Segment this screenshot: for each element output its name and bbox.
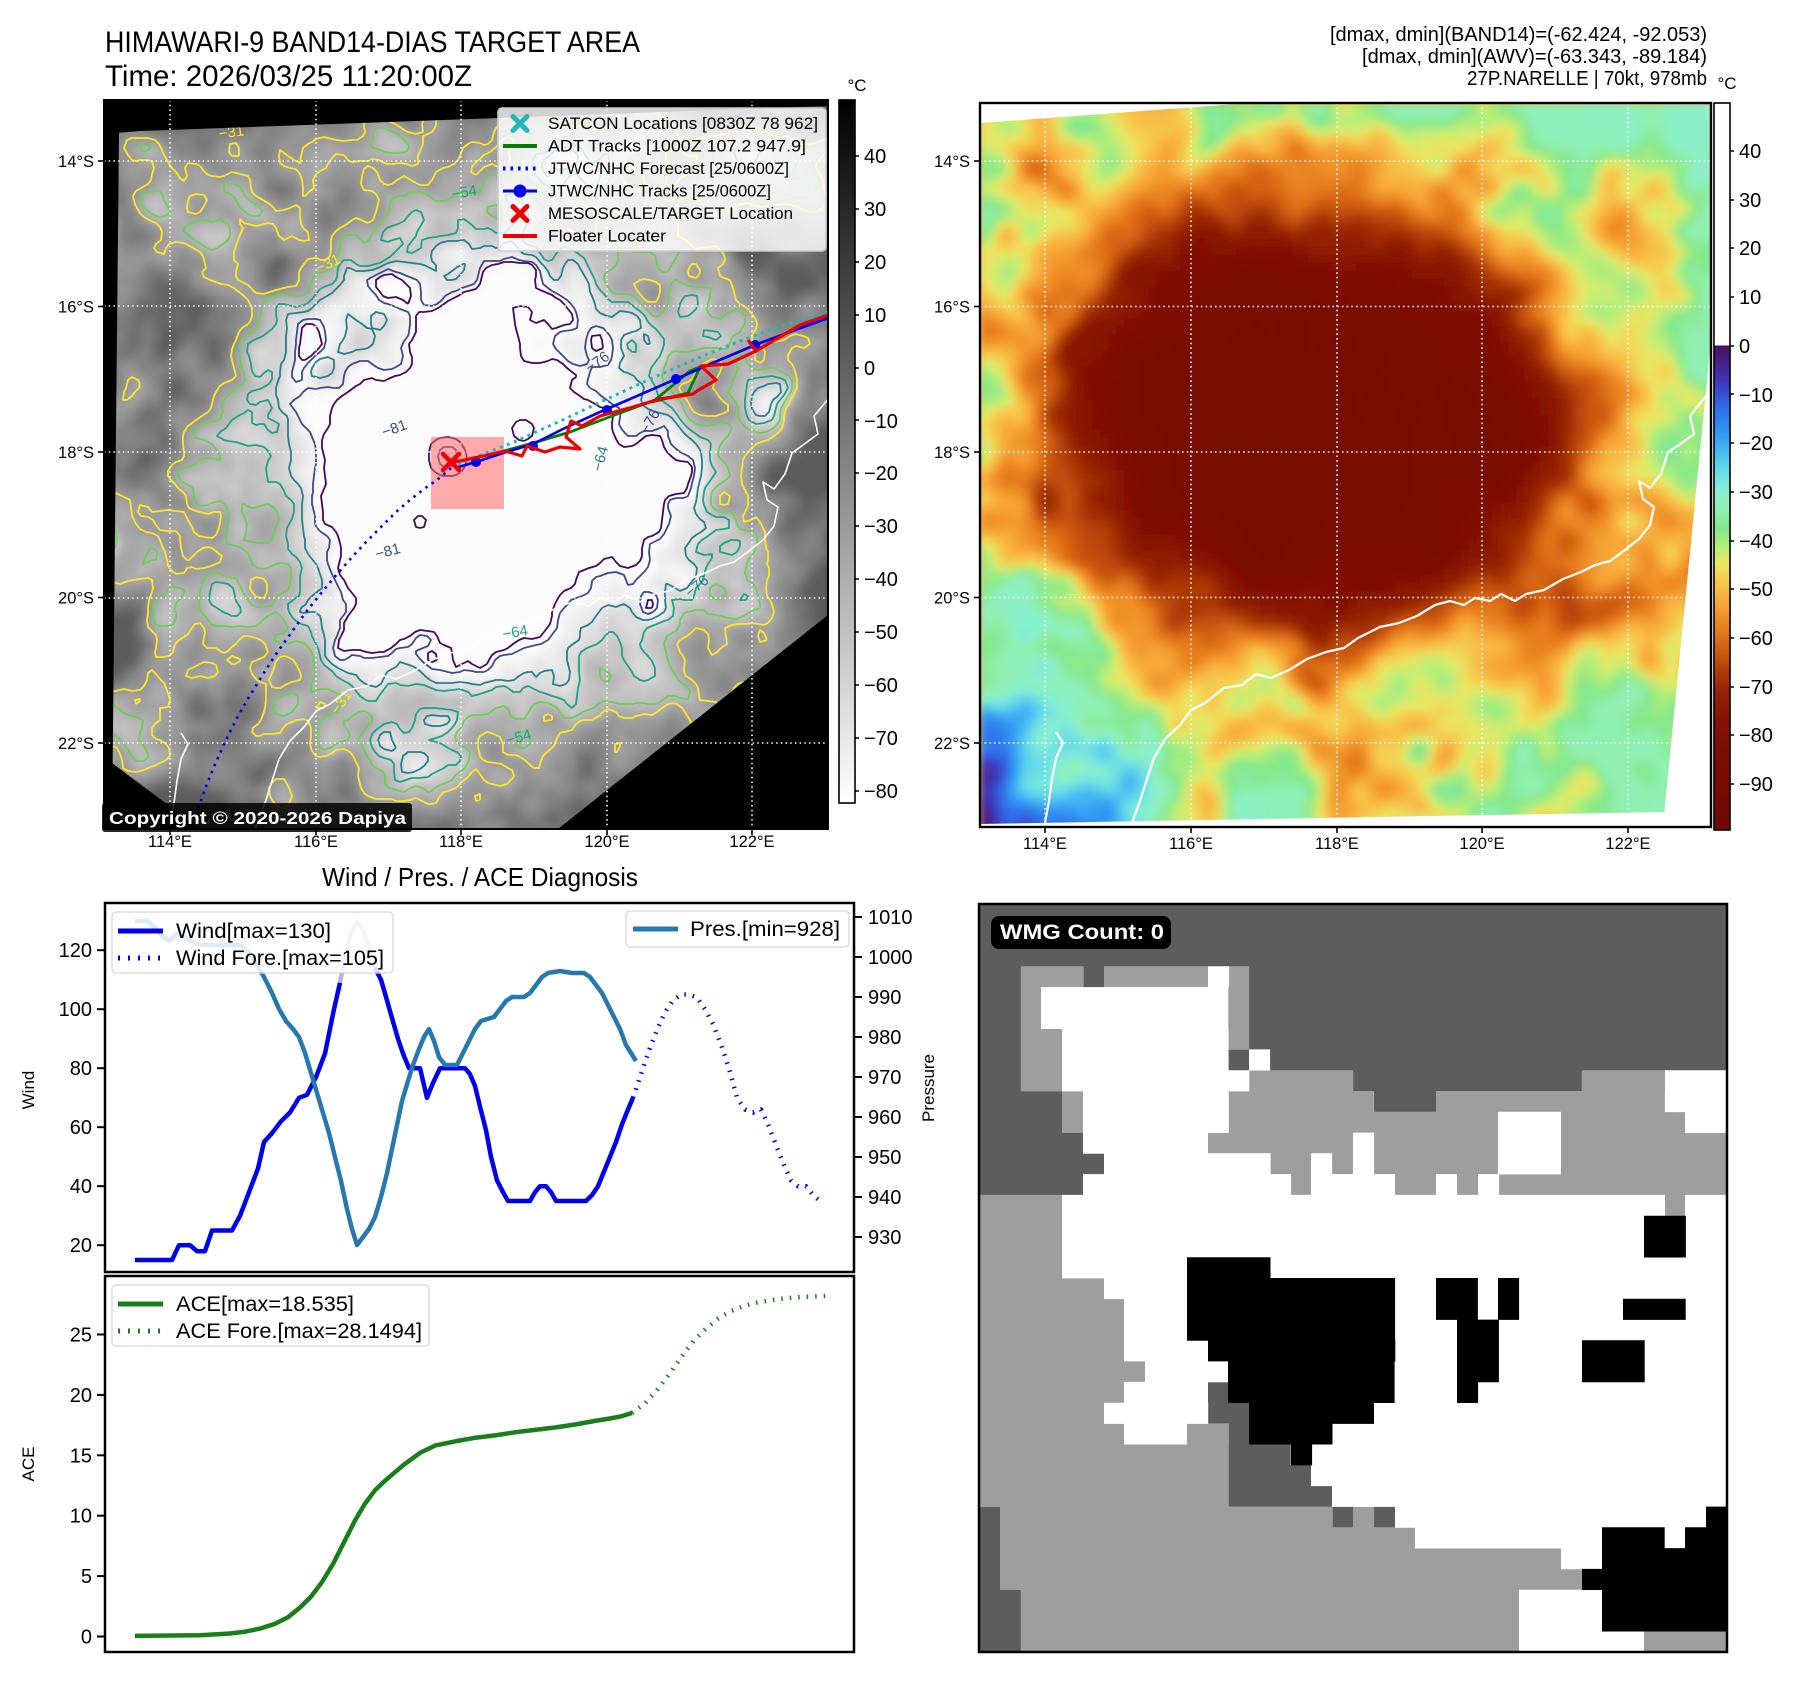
svg-text:Wind Fore.[max=105]: Wind Fore.[max=105] xyxy=(176,947,384,970)
svg-text:10: 10 xyxy=(864,305,886,327)
svg-text:100: 100 xyxy=(59,999,92,1021)
svg-text:14°S: 14°S xyxy=(934,153,970,171)
svg-text:114°E: 114°E xyxy=(1023,835,1067,853)
svg-text:−20: −20 xyxy=(864,463,898,485)
svg-text:990: 990 xyxy=(868,987,901,1009)
svg-text:−81: −81 xyxy=(373,540,402,563)
svg-text:116°E: 116°E xyxy=(294,833,338,851)
svg-text:980: 980 xyxy=(868,1027,901,1049)
svg-text:1000: 1000 xyxy=(868,947,913,969)
svg-text:22°S: 22°S xyxy=(934,735,970,753)
svg-text:20: 20 xyxy=(864,252,886,274)
svg-text:950: 950 xyxy=(868,1147,901,1169)
svg-text:970: 970 xyxy=(868,1067,901,1089)
svg-text:−40: −40 xyxy=(1739,531,1773,553)
svg-text:ACE Fore.[max=28.1494]: ACE Fore.[max=28.1494] xyxy=(176,1320,422,1343)
svg-text:960: 960 xyxy=(868,1107,901,1129)
svg-text:25: 25 xyxy=(70,1325,92,1347)
svg-text:Wind: Wind xyxy=(19,1071,38,1110)
svg-text:−70: −70 xyxy=(1739,677,1773,699)
svg-text:930: 930 xyxy=(868,1227,901,1249)
svg-text:HIMAWARI-9 BAND14-DIAS TARGET: HIMAWARI-9 BAND14-DIAS TARGET AREA xyxy=(105,26,640,59)
svg-text:−70: −70 xyxy=(864,728,898,750)
svg-text:0: 0 xyxy=(864,358,875,380)
svg-text:−50: −50 xyxy=(1739,579,1773,601)
svg-text:−80: −80 xyxy=(864,781,898,803)
svg-text:MESOSCALE/TARGET Location: MESOSCALE/TARGET Location xyxy=(548,205,793,223)
svg-text:Wind / Pres. / ACE Diagnosis: Wind / Pres. / ACE Diagnosis xyxy=(322,862,638,892)
svg-text:−54: −54 xyxy=(504,726,533,749)
svg-text:−40: −40 xyxy=(864,569,898,591)
svg-text:−20: −20 xyxy=(1739,433,1773,455)
svg-text:60: 60 xyxy=(70,1117,92,1139)
svg-text:30: 30 xyxy=(1739,190,1761,212)
svg-text:−60: −60 xyxy=(1739,628,1773,650)
svg-text:20°S: 20°S xyxy=(934,590,970,608)
svg-text:120: 120 xyxy=(59,940,92,962)
svg-text:40: 40 xyxy=(864,146,886,168)
svg-text:−10: −10 xyxy=(1739,385,1773,407)
svg-text:118°E: 118°E xyxy=(1315,835,1359,853)
svg-text:−80: −80 xyxy=(1739,725,1773,747)
svg-text:122°E: 122°E xyxy=(729,833,774,851)
svg-text:940: 940 xyxy=(868,1187,901,1209)
svg-text:20: 20 xyxy=(70,1235,92,1257)
svg-text:18°S: 18°S xyxy=(934,444,970,462)
svg-text:−50: −50 xyxy=(864,622,898,644)
svg-text:20: 20 xyxy=(1739,238,1761,260)
svg-text:−10: −10 xyxy=(864,411,898,433)
svg-text:118°E: 118°E xyxy=(439,833,483,851)
svg-text:Copyright © 2020-2026 Dapiya: Copyright © 2020-2026 Dapiya xyxy=(109,808,406,828)
svg-text:10: 10 xyxy=(1739,287,1761,309)
svg-text:18°S: 18°S xyxy=(58,444,94,462)
svg-text:JTWC/NHC Forecast [25/0600Z]: JTWC/NHC Forecast [25/0600Z] xyxy=(548,160,789,178)
svg-text:40: 40 xyxy=(1739,141,1761,163)
svg-text:16°S: 16°S xyxy=(58,299,94,317)
svg-text:114°E: 114°E xyxy=(148,833,192,851)
svg-text:SATCON Locations [0830Z 78 962: SATCON Locations [0830Z 78 962] xyxy=(548,115,818,133)
svg-text:WMG Count: 0: WMG Count: 0 xyxy=(1000,921,1164,944)
svg-text:40: 40 xyxy=(70,1176,92,1198)
svg-text:20: 20 xyxy=(70,1385,92,1407)
svg-text:Pres.[min=928]: Pres.[min=928] xyxy=(690,918,840,941)
svg-text:Time: 2026/03/25 11:20:00Z: Time: 2026/03/25 11:20:00Z xyxy=(105,60,472,93)
svg-text:JTWC/NHC Tracks [25/0600Z]: JTWC/NHC Tracks [25/0600Z] xyxy=(548,183,771,201)
svg-text:[dmax, dmin](BAND14)=(-62.424,: [dmax, dmin](BAND14)=(-62.424, -92.053) xyxy=(1330,24,1707,46)
svg-text:Wind[max=130]: Wind[max=130] xyxy=(176,920,331,943)
svg-text:0: 0 xyxy=(1739,336,1750,358)
svg-text:14°S: 14°S xyxy=(58,153,94,171)
svg-text:ACE: ACE xyxy=(19,1447,38,1482)
svg-text:−60: −60 xyxy=(864,675,898,697)
svg-text:122°E: 122°E xyxy=(1605,835,1650,853)
svg-text:0: 0 xyxy=(81,1627,92,1649)
svg-text:20°S: 20°S xyxy=(58,590,94,608)
svg-text:80: 80 xyxy=(70,1058,92,1080)
svg-text:−54: −54 xyxy=(450,182,478,203)
svg-text:27P.NARELLE | 70kt, 978mb: 27P.NARELLE | 70kt, 978mb xyxy=(1467,68,1707,90)
svg-text:−90: −90 xyxy=(1739,774,1773,796)
svg-text:15: 15 xyxy=(70,1445,92,1467)
svg-text:Floater Locater: Floater Locater xyxy=(548,228,667,246)
svg-text:−30: −30 xyxy=(1739,482,1773,504)
svg-text:−30: −30 xyxy=(864,516,898,538)
svg-text:Pressure: Pressure xyxy=(919,1054,938,1122)
svg-text:°C: °C xyxy=(1717,74,1736,93)
svg-text:10: 10 xyxy=(70,1506,92,1528)
svg-text:5: 5 xyxy=(81,1566,92,1588)
svg-text:ADT Tracks [1000Z 107.2 947.9]: ADT Tracks [1000Z 107.2 947.9] xyxy=(548,138,806,156)
svg-text:30: 30 xyxy=(864,199,886,221)
svg-text:120°E: 120°E xyxy=(584,833,629,851)
svg-text:22°S: 22°S xyxy=(58,735,94,753)
svg-text:°C: °C xyxy=(847,76,866,95)
svg-text:1010: 1010 xyxy=(868,907,913,929)
svg-text:−64: −64 xyxy=(589,444,612,473)
svg-text:16°S: 16°S xyxy=(934,299,970,317)
svg-text:116°E: 116°E xyxy=(1169,835,1213,853)
svg-text:ACE[max=18.535]: ACE[max=18.535] xyxy=(176,1293,354,1316)
svg-text:120°E: 120°E xyxy=(1459,835,1504,853)
svg-text:[dmax, dmin](AWV)=(-63.343, -8: [dmax, dmin](AWV)=(-63.343, -89.184) xyxy=(1362,46,1707,68)
